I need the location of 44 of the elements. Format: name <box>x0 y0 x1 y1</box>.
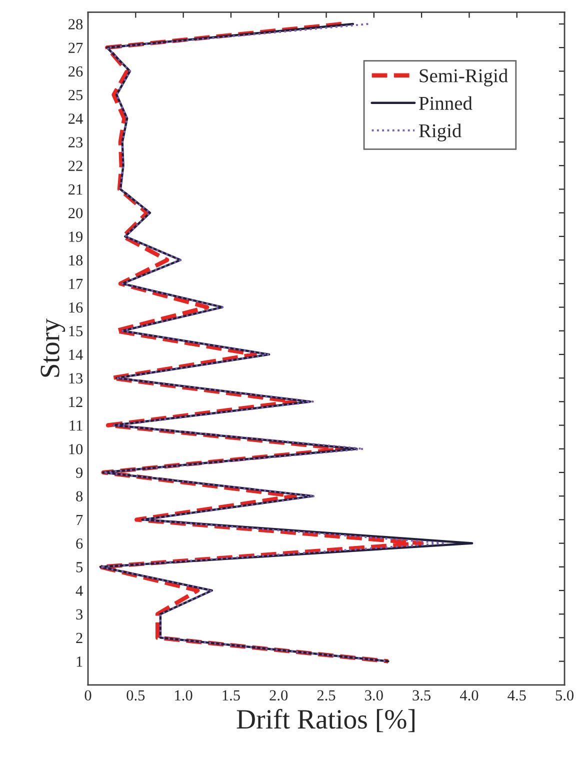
y-tick-label: 9 <box>76 468 83 478</box>
y-tick-label: 28 <box>68 19 83 30</box>
x-tick-label: 4.5 <box>508 690 526 701</box>
x-tick-label: 1.5 <box>222 690 240 701</box>
y-tick-label: 2 <box>76 632 82 643</box>
y-tick-label: 24 <box>68 114 83 124</box>
y-tick-label: 5 <box>76 562 83 572</box>
y-tick-label: 15 <box>69 326 83 336</box>
y-tick-label: 11 <box>70 420 82 431</box>
y-tick-label: 21 <box>68 184 82 195</box>
y-tick-label: 27 <box>68 42 83 53</box>
y-tick-label: 17 <box>69 278 83 289</box>
x-tick-label: 4.0 <box>460 690 478 701</box>
y-tick-label: 13 <box>69 373 83 384</box>
y-tick-label: 14 <box>69 350 83 360</box>
x-tick-label: 3.5 <box>412 690 431 701</box>
legend-label: Pinned <box>419 96 472 110</box>
x-tick-label: 0.5 <box>126 690 145 701</box>
y-tick-label: 12 <box>69 396 82 407</box>
y-tick-label: 4 <box>76 586 83 596</box>
y-tick-label: 3 <box>76 609 83 620</box>
y-tick-label: 26 <box>68 66 83 77</box>
y-tick-label: 6 <box>76 538 83 549</box>
x-tick-label: 5.0 <box>556 690 574 701</box>
x-axis-title: Drift Ratios [%] <box>236 708 414 732</box>
y-tick-label: 20 <box>68 208 83 218</box>
y-tick-label: 10 <box>69 444 83 454</box>
legend-label: Semi-Rigid <box>420 68 508 86</box>
y-tick-label: 1 <box>76 656 82 667</box>
y-tick-label: 23 <box>68 137 83 148</box>
y-tick-label: 25 <box>68 90 83 100</box>
x-tick-label: 1.0 <box>175 690 192 701</box>
y-tick-label: 16 <box>69 302 83 313</box>
y-tick-label: 18 <box>69 255 83 266</box>
y-tick-label: 19 <box>69 232 83 242</box>
x-tick-label: 0 <box>84 690 92 701</box>
x-tick-label: 3.0 <box>365 690 383 701</box>
y-tick-label: 8 <box>76 491 83 502</box>
y-axis-title: Story <box>40 318 66 377</box>
x-tick-label: 2.5 <box>317 690 336 701</box>
y-tick-label: 7 <box>76 514 83 525</box>
x-tick-label: 2.0 <box>270 690 288 701</box>
legend-label: Rigid <box>419 124 462 142</box>
y-tick-label: 22 <box>68 160 82 171</box>
